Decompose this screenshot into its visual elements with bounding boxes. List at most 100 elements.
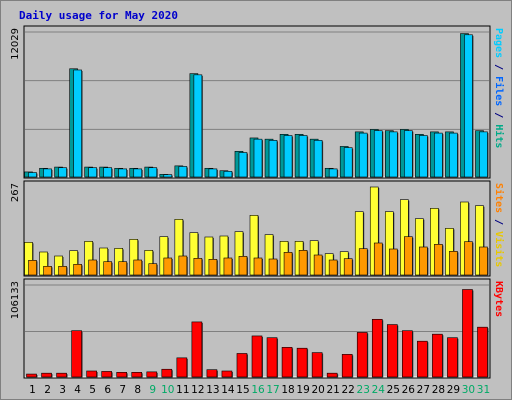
bar-kbytes-4 [71,330,82,378]
bar-files-22 [343,147,353,178]
x-tick-label: 31 [477,384,490,396]
bar-kbytes-16 [251,335,263,378]
x-tick-label: 9 [149,384,156,396]
bar-sites-15 [238,256,248,276]
legend-part: / [493,213,504,231]
bar-files-29 [449,132,458,178]
bar-sites-26 [404,236,413,276]
panel-kbytes: 106133 KBytes [10,278,504,379]
series-legend: Sites / Visits [493,183,505,267]
bar-files-10 [163,174,173,178]
bar-files-23 [358,132,368,178]
legend-part: Pages [493,28,504,58]
bar-files-27 [419,135,428,178]
bar-sites-18 [283,252,293,276]
bar-files-30 [464,34,473,178]
bar-files-16 [253,138,263,178]
bar-files-13 [208,168,218,178]
x-tick-label: 16 [251,384,265,396]
ymax-label: 267 [10,183,21,202]
x-tick-label: 22 [342,384,355,396]
x-tick-label: 10 [161,384,174,396]
legend-part: Sites [493,183,505,213]
x-tick-label: 6 [104,384,111,396]
legend-part: Visits [493,231,505,267]
x-tick-label: 7 [119,384,126,396]
chart-title: Daily usage for May 2020 [19,9,178,22]
bar-kbytes-1 [26,373,37,378]
bar-sites-4 [73,264,82,276]
ymax-label: 106133 [10,281,21,319]
bar-sites-8 [133,259,143,276]
x-tick-label: 2 [44,384,51,396]
bar-kbytes-3 [56,372,67,378]
legend-part: / [493,58,504,76]
bar-kbytes-17 [266,337,278,378]
x-tick-label: 18 [281,384,294,396]
bar-sites-21 [328,259,338,276]
bar-sites-10 [163,257,173,276]
bar-kbytes-22 [341,354,353,378]
bar-kbytes-19 [296,347,308,378]
x-axis-labels: 1 2 3 4 5 6 7 8 9 10 11 12 13 14 15 16 17 18 19 20 21 22 23 24 2… [29,384,490,396]
bar-files-3 [58,167,67,178]
bar-kbytes-18 [281,347,293,378]
legend-part: KBytes [493,281,504,317]
bar-sites-13 [208,259,218,276]
bar-sites-1 [28,260,37,276]
x-tick-label: 19 [296,384,309,396]
x-tick-label: 14 [221,384,235,396]
bar-kbytes-15 [236,353,248,378]
bar-files-12 [193,74,203,178]
ymax-label: 12029 [10,28,21,60]
bar-files-1 [28,172,37,178]
bar-sites-22 [343,258,353,276]
x-tick-label: 5 [89,384,96,396]
x-tick-label: 29 [447,384,460,396]
bar-files-4 [73,69,82,178]
x-tick-label: 25 [387,384,400,396]
bar-files-5 [88,167,97,178]
bar-files-7 [118,168,128,178]
bar-files-8 [133,168,143,178]
series-legend: KBytes [493,281,504,317]
bar-sites-28 [434,244,443,276]
bar-sites-7 [118,261,128,276]
bar-kbytes-30 [462,289,473,378]
x-tick-label: 27 [417,384,430,396]
bar-kbytes-21 [326,372,338,378]
bar-sites-29 [449,251,458,276]
bar-sites-20 [313,254,323,276]
bar-files-6 [103,167,112,178]
x-tick-label: 26 [402,384,416,396]
bar-kbytes-23 [356,332,368,378]
panels-group: 12029 Pages / Files / Hits 267 Sites / Visi… [10,25,505,379]
bar-sites-14 [223,257,233,276]
bar-files-17 [268,140,278,178]
legend-part: Files [493,76,505,106]
bar-sites-16 [253,257,263,276]
bar-sites-17 [268,258,278,276]
bar-files-31 [479,131,488,178]
bar-sites-31 [479,246,488,276]
bar-files-18 [283,135,293,178]
x-tick-label: 20 [311,384,324,396]
bar-sites-24 [373,242,383,276]
bar-kbytes-24 [371,318,383,378]
bar-files-19 [298,135,308,178]
bar-files-24 [373,130,383,178]
bar-sites-3 [58,266,67,276]
legend-part: Hits [493,124,505,148]
bar-sites-11 [178,255,188,276]
series-legend: Pages / Files / Hits [493,28,505,148]
bar-sites-19 [298,250,308,276]
bar-sites-27 [419,246,428,276]
bar-kbytes-10 [161,368,173,378]
x-tick-label: 13 [206,384,219,396]
x-tick-label: 1 [29,384,36,396]
bar-sites-9 [148,263,158,276]
bar-files-14 [223,171,233,178]
x-tick-label: 11 [176,384,189,396]
